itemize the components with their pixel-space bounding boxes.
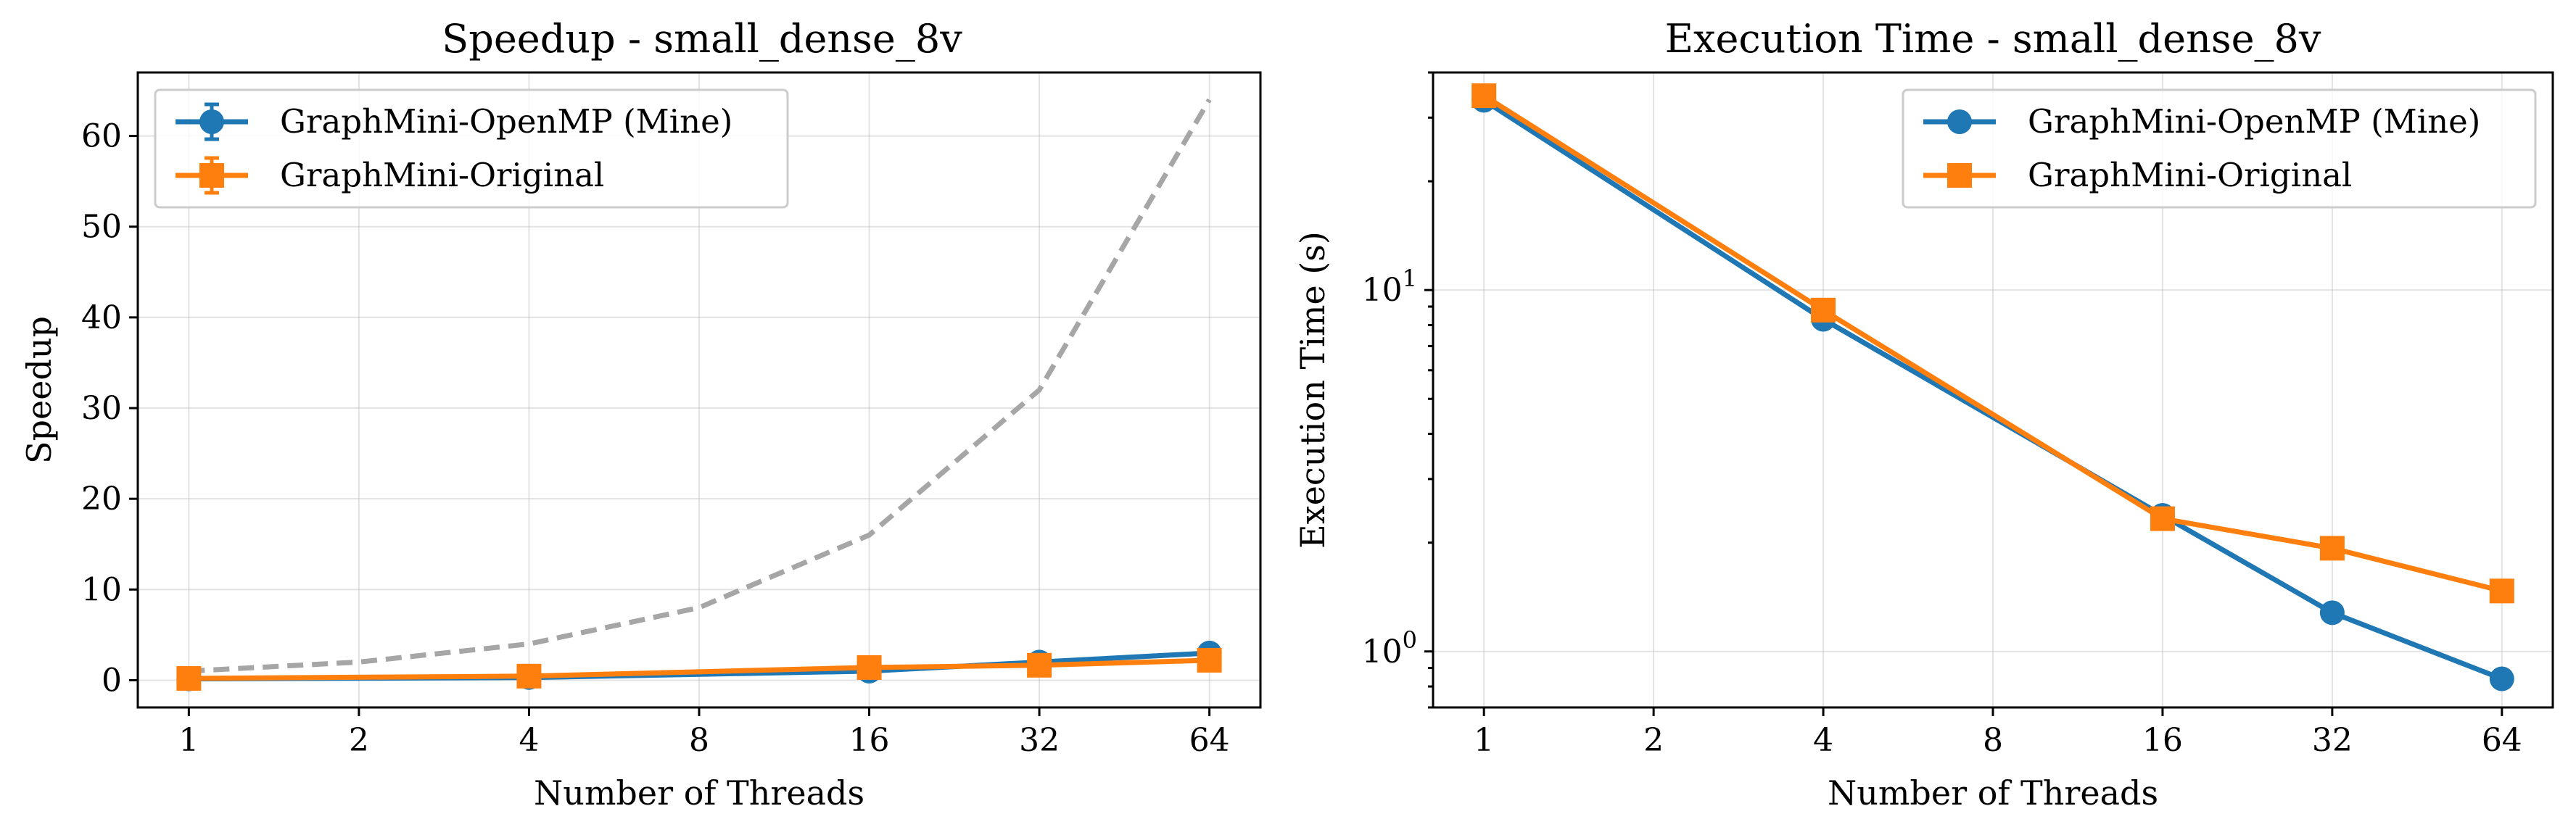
- x-axis-label: Number of Threads: [534, 773, 864, 813]
- execution-time-chart: Execution Time - small_dense_8v 1 2 4 8 16 32…: [1293, 16, 2554, 813]
- y-axis-label: Execution Time (s): [1293, 231, 1332, 549]
- legend-marker: [1947, 163, 1972, 188]
- legend-box: [154, 88, 789, 209]
- x-tick-label: 16: [849, 722, 890, 759]
- x-tick-label: 2: [349, 722, 369, 759]
- data-point: [2319, 600, 2345, 626]
- legend-label: GraphMini-OpenMP (Mine): [2028, 102, 2480, 141]
- x-tick-label: 4: [1813, 722, 1833, 759]
- legend-label: GraphMini-Original: [280, 156, 604, 194]
- data-point: [2489, 666, 2514, 691]
- data-point: [856, 655, 882, 680]
- x-axis-label: Number of Threads: [1828, 773, 2158, 813]
- ideal-speedup-line: [189, 98, 1212, 674]
- x-tick-label: 64: [2482, 722, 2522, 759]
- y-tick-label: 100: [1362, 626, 1417, 670]
- data-point: [1811, 297, 1836, 323]
- y-tick-label: 40: [81, 299, 122, 336]
- chart-title: Execution Time - small_dense_8v: [1665, 16, 2321, 62]
- data-point: [2150, 506, 2175, 531]
- x-tick-label: 8: [689, 722, 709, 759]
- x-tick-label: 64: [1189, 722, 1230, 759]
- x-tick-label: 4: [519, 722, 539, 759]
- data-point: [2489, 578, 2514, 604]
- speedup-chart: Speedup - small_dense_8v 1 2 4 8 16 32 64 0 10 20…: [20, 16, 1262, 813]
- x-tick-label: 16: [2142, 722, 2183, 759]
- y-tick-label: 101: [1362, 265, 1417, 309]
- legend-label: GraphMini-OpenMP (Mine): [280, 102, 732, 141]
- legend-marker: [199, 109, 224, 134]
- x-tick-label: 1: [178, 722, 199, 759]
- legend-marker: [1947, 109, 1972, 134]
- y-tick-label: 50: [81, 209, 122, 246]
- data-point: [176, 665, 202, 691]
- legend-label: GraphMini-Original: [2028, 156, 2352, 194]
- legend-marker: [199, 163, 224, 188]
- legend-box: [1902, 88, 2537, 209]
- x-tick-label: 32: [2312, 722, 2353, 759]
- y-tick-label: 10: [81, 571, 122, 608]
- data-point: [2319, 536, 2345, 561]
- y-tick-label: 0: [102, 662, 122, 699]
- data-point: [1471, 83, 1497, 109]
- legend: GraphMini-OpenMP (Mine) GraphMini-Origina…: [1902, 88, 2537, 209]
- x-tick-label: 2: [1643, 722, 1664, 759]
- y-tick-label: 20: [81, 481, 122, 518]
- legend: GraphMini-OpenMP (Mine) GraphMini-Origina…: [154, 88, 789, 209]
- y-tick-label: 30: [81, 390, 122, 427]
- x-tick-label: 8: [1983, 722, 2003, 759]
- data-point: [1197, 647, 1222, 673]
- y-axis-label: Speedup: [20, 316, 59, 464]
- data-point: [1027, 652, 1052, 678]
- y-tick-label: 60: [81, 118, 122, 155]
- x-tick-label: 32: [1019, 722, 1060, 759]
- chart-title: Speedup - small_dense_8v: [442, 16, 962, 62]
- x-tick-label: 1: [1474, 722, 1494, 759]
- data-point: [516, 663, 542, 689]
